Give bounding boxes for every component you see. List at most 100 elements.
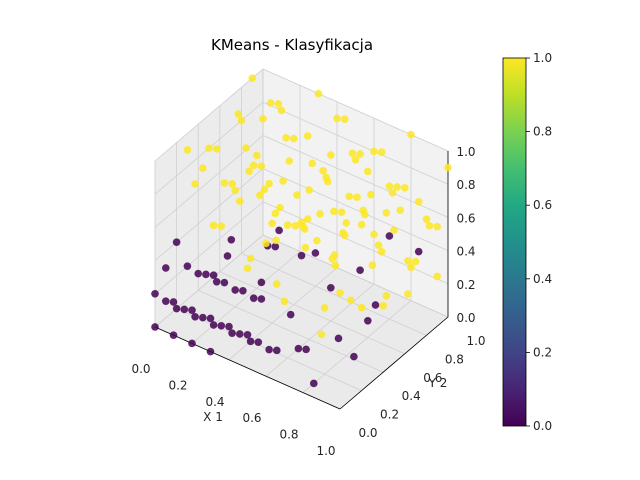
data-point-cluster-0 <box>326 283 335 292</box>
data-point-cluster-1 <box>255 191 264 200</box>
x-tick-label: 0.2 <box>168 378 187 392</box>
data-point-cluster-1 <box>243 264 252 273</box>
data-point-cluster-0 <box>198 313 207 322</box>
z-tick-label: 0.2 <box>456 278 475 292</box>
data-point-cluster-0 <box>265 345 273 354</box>
data-point-cluster-1 <box>205 144 213 153</box>
data-point-cluster-1 <box>292 191 301 199</box>
data-point-cluster-1 <box>403 290 412 298</box>
y-axis-line <box>339 316 449 410</box>
data-point-cluster-1 <box>299 222 307 231</box>
data-point-cluster-1 <box>346 296 355 305</box>
data-point-cluster-0 <box>238 286 247 295</box>
colorbar-tick-label: 0.2 <box>533 345 552 359</box>
data-point-cluster-1 <box>370 147 378 156</box>
data-point-cluster-0 <box>371 301 380 309</box>
data-point-cluster-1 <box>282 133 290 142</box>
data-point-cluster-1 <box>271 209 280 218</box>
data-point-cluster-1 <box>308 159 317 168</box>
grid-line <box>154 168 264 261</box>
data-point-cluster-1 <box>265 179 273 188</box>
x-tick-label: 1.0 <box>316 444 335 458</box>
data-point-cluster-1 <box>272 280 281 288</box>
data-point-cluster-0 <box>209 321 218 329</box>
data-point-cluster-0 <box>231 286 240 294</box>
data-point-cluster-1 <box>212 145 221 153</box>
tick-labels: 0.00.20.40.60.81.00.00.20.40.60.81.00.00… <box>131 145 485 458</box>
x-axis-line <box>154 326 341 410</box>
data-point-cluster-1 <box>283 221 292 229</box>
data-point-cluster-1 <box>272 236 280 245</box>
data-point-cluster-0 <box>161 297 170 306</box>
data-point-cluster-1 <box>242 144 250 152</box>
data-point-cluster-1 <box>407 263 415 272</box>
data-point-cluster-1 <box>277 106 286 115</box>
data-point-cluster-1 <box>268 219 277 228</box>
data-point-cluster-1 <box>235 197 244 206</box>
y-tick-label: 0.0 <box>358 426 377 440</box>
data-point-cluster-1 <box>323 177 332 186</box>
data-point-cluster-0 <box>257 278 266 287</box>
data-point-cluster-1 <box>237 116 246 125</box>
y-tick-label: 0.8 <box>445 352 464 366</box>
data-point-cluster-1 <box>422 215 431 224</box>
data-point-cluster-1 <box>393 183 401 191</box>
data-point-cluster-1 <box>285 157 294 165</box>
data-point-cluster-1 <box>396 206 405 215</box>
data-point-cluster-0 <box>272 346 281 355</box>
data-point-cluster-1 <box>246 254 255 263</box>
x-tick-label: 0.6 <box>242 411 261 425</box>
data-point-cluster-0 <box>169 331 178 340</box>
data-point-cluster-1 <box>274 99 283 108</box>
data-point-cluster-1 <box>366 190 375 199</box>
data-point-cluster-1 <box>303 132 312 140</box>
data-point-cluster-0 <box>183 262 192 271</box>
data-point-cluster-1 <box>217 222 226 231</box>
data-point-cluster-0 <box>257 295 266 303</box>
data-point-cluster-0 <box>212 277 221 286</box>
data-point-cluster-1 <box>348 149 357 158</box>
data-point-cluster-0 <box>228 329 236 338</box>
data-point-cluster-1 <box>357 303 366 312</box>
data-point-cluster-0 <box>225 322 233 331</box>
data-point-cluster-0 <box>311 249 320 257</box>
data-point-cluster-1 <box>319 166 327 175</box>
data-point-cluster-1 <box>291 221 300 230</box>
data-point-cluster-1 <box>333 114 341 123</box>
data-point-cluster-0 <box>294 344 303 353</box>
grid-line <box>302 300 412 393</box>
data-point-cluster-0 <box>356 266 364 275</box>
data-point-cluster-1 <box>326 151 335 159</box>
grid-line <box>262 168 449 251</box>
data-point-cluster-0 <box>201 270 210 279</box>
grid-line <box>191 251 301 344</box>
data-point-cluster-1 <box>220 179 229 187</box>
data-point-cluster-1 <box>414 197 423 206</box>
x-tick-label: 0.0 <box>131 362 150 376</box>
data-point-cluster-0 <box>302 345 310 354</box>
data-point-cluster-0 <box>206 347 215 356</box>
x-axis-label: X 1 <box>203 410 223 424</box>
data-point-cluster-0 <box>194 269 203 278</box>
data-point-cluster-1 <box>351 155 360 164</box>
data-point-cluster-1 <box>360 210 369 219</box>
data-point-cluster-1 <box>342 219 351 227</box>
data-point-cluster-0 <box>227 235 236 244</box>
data-point-cluster-1 <box>191 180 199 188</box>
data-point-cluster-1 <box>390 226 398 235</box>
data-point-cluster-0 <box>172 238 181 247</box>
y-axis-label: Y 2 <box>428 376 448 390</box>
axis-lines <box>154 151 449 410</box>
data-point-cluster-0 <box>246 337 255 346</box>
data-point-cluster-0 <box>172 304 181 313</box>
colorbar-tick-label: 0.6 <box>533 198 552 212</box>
y-tick-label: 0.6 <box>423 371 442 385</box>
data-point-cluster-1 <box>259 114 267 123</box>
data-point-cluster-0 <box>249 294 258 303</box>
data-point-cluster-1 <box>339 229 347 237</box>
data-point-cluster-1 <box>407 130 415 139</box>
y-tick-label: 0.2 <box>380 408 399 422</box>
data-point-cluster-0 <box>180 305 189 314</box>
data-point-cluster-1 <box>433 272 442 281</box>
data-point-cluster-1 <box>209 221 218 230</box>
